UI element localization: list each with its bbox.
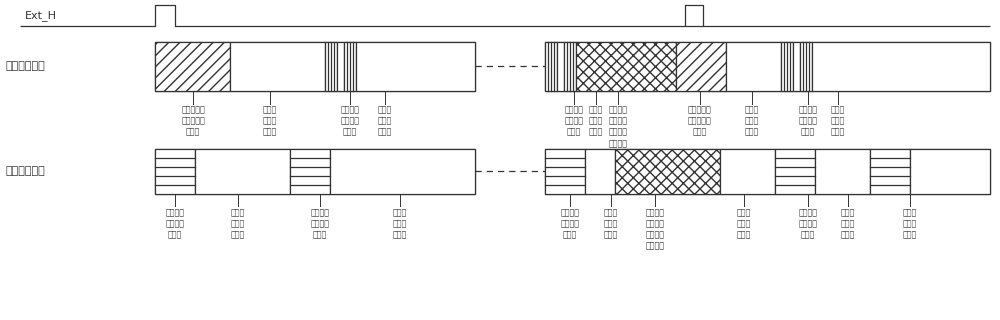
- Bar: [195, 149, 290, 194]
- Text: 线阵电荷转移: 线阵电荷转移: [5, 61, 45, 71]
- Bar: [676, 42, 726, 91]
- Bar: [775, 149, 815, 194]
- Bar: [557, 42, 564, 91]
- Bar: [230, 42, 325, 91]
- Text: 面阵的
水平转
移阶段: 面阵的 水平转 移阶段: [604, 208, 618, 239]
- Bar: [155, 149, 475, 194]
- Text: 线阵的首段
水平转移消
隐阶段: 线阵的首段 水平转移消 隐阶段: [181, 106, 205, 137]
- Bar: [576, 42, 676, 91]
- Bar: [720, 149, 775, 194]
- Text: 线阵的
水平转
移阶段: 线阵的 水平转 移阶段: [745, 106, 759, 137]
- Bar: [155, 42, 230, 91]
- Bar: [545, 149, 990, 194]
- Bar: [337, 42, 344, 91]
- Text: 线阵的水
平转移消
隐阶段: 线阵的水 平转移消 隐阶段: [798, 106, 818, 137]
- Text: 线阵电荷
转移后的
水平转移
消隐阶段: 线阵电荷 转移后的 水平转移 消隐阶段: [608, 106, 628, 148]
- Text: 面阵的
水平转
移阶段: 面阵的 水平转 移阶段: [231, 208, 245, 239]
- Text: 线阵的水
平转移消
隐阶段: 线阵的水 平转移消 隐阶段: [564, 106, 584, 137]
- Bar: [615, 149, 720, 194]
- Text: 面阵的水
平转移消
隐阶段: 面阵的水 平转移消 隐阶段: [798, 208, 818, 239]
- Text: 面阵的水
平转移消
隐阶段: 面阵的水 平转移消 隐阶段: [310, 208, 330, 239]
- Bar: [781, 42, 793, 91]
- Text: 面阵的水
平转移消
隐阶段: 面阵的水 平转移消 隐阶段: [560, 208, 580, 239]
- Bar: [564, 42, 576, 91]
- Text: 线阵的
水平转
移阶段: 线阵的 水平转 移阶段: [589, 106, 603, 137]
- Text: 面阵的
水平转
移阶段: 面阵的 水平转 移阶段: [841, 208, 855, 239]
- Text: 线阵的水
平转移消
隐阶段: 线阵的水 平转移消 隐阶段: [340, 106, 360, 137]
- Text: 面阵的
水平转
移阶段: 面阵的 水平转 移阶段: [903, 208, 917, 239]
- Bar: [576, 42, 676, 91]
- Bar: [793, 42, 800, 91]
- Bar: [344, 42, 356, 91]
- Text: 线阵的
水平转
移阶段: 线阵的 水平转 移阶段: [831, 106, 845, 137]
- Bar: [290, 149, 330, 194]
- Bar: [356, 42, 475, 91]
- Bar: [155, 149, 195, 194]
- Text: 面阵的
水平转
移阶段: 面阵的 水平转 移阶段: [393, 208, 407, 239]
- Bar: [155, 42, 475, 91]
- Bar: [545, 42, 557, 91]
- Text: 面阵的
水平转
移阶段: 面阵的 水平转 移阶段: [737, 208, 751, 239]
- Text: 面阵电荷
转移后的
水平转移
消隐阶段: 面阵电荷 转移后的 水平转移 消隐阶段: [646, 208, 664, 250]
- Text: 线阵的
水平转
移阶段: 线阵的 水平转 移阶段: [263, 106, 277, 137]
- Bar: [726, 42, 781, 91]
- Text: 面阵的水
平转移消
隐阶段: 面阵的水 平转移消 隐阶段: [166, 208, 184, 239]
- Bar: [615, 149, 720, 194]
- Bar: [155, 42, 230, 91]
- Bar: [676, 42, 726, 91]
- Text: Ext_H: Ext_H: [25, 10, 57, 21]
- Text: 线阵的首段
水平转移消
隐阶段: 线阵的首段 水平转移消 隐阶段: [688, 106, 712, 137]
- Bar: [325, 42, 337, 91]
- Text: 线阵的
水平转
移阶段: 线阵的 水平转 移阶段: [378, 106, 392, 137]
- Bar: [910, 149, 990, 194]
- Bar: [545, 149, 585, 194]
- Bar: [870, 149, 910, 194]
- Bar: [800, 42, 812, 91]
- Bar: [812, 42, 990, 91]
- Bar: [330, 149, 475, 194]
- Bar: [545, 42, 990, 91]
- Bar: [585, 149, 615, 194]
- Bar: [815, 149, 870, 194]
- Text: 面阵电荷转移: 面阵电荷转移: [5, 166, 45, 176]
